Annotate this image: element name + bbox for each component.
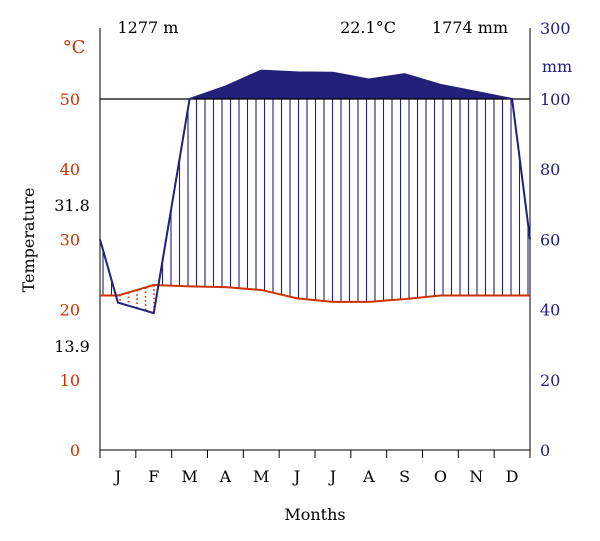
humid-period-hatching <box>102 99 529 302</box>
axis-ticks <box>99 450 531 458</box>
x-axis-title: Months <box>284 505 345 524</box>
elevation-label: 1277 m <box>118 18 179 37</box>
month-tick-label: O <box>434 467 447 486</box>
month-tick-label: F <box>148 467 159 486</box>
right-tick-label: 20 <box>540 371 560 390</box>
right-tick-label: 0 <box>540 441 550 460</box>
abs-max-temp-label: 31.8 <box>54 196 90 215</box>
month-tick-label: N <box>469 467 483 486</box>
mean-temperature-label: 22.1°C <box>340 18 396 37</box>
left-axis-tick-labels: 0 10 20 30 40 50 <box>60 90 80 460</box>
right-tick-label: 40 <box>540 301 560 320</box>
perhumid-period-fill <box>190 70 514 99</box>
left-tick-label: 40 <box>60 160 80 179</box>
month-tick-label: S <box>399 467 410 486</box>
month-tick-label: A <box>219 467 232 486</box>
right-tick-label: 60 <box>540 230 560 249</box>
left-tick-label: 0 <box>70 441 80 460</box>
month-tick-label: J <box>113 467 121 486</box>
month-tick-label: J <box>292 467 300 486</box>
month-tick-label: J <box>328 467 336 486</box>
left-axis-title: Temperature <box>19 188 38 293</box>
right-tick-label: 100 <box>540 90 571 109</box>
left-tick-label: 20 <box>60 301 80 320</box>
right-tick-label: 80 <box>540 160 560 179</box>
right-axis-unit: mm <box>542 57 572 76</box>
month-tick-label: M <box>253 467 269 486</box>
annual-precipitation-label: 1774 mm <box>432 18 508 37</box>
left-tick-label: 30 <box>60 230 80 249</box>
right-axis-tick-labels: 0 20 40 60 80 100 300 <box>540 19 571 460</box>
left-axis-unit: °C <box>63 37 86 58</box>
left-tick-label: 50 <box>60 90 80 109</box>
right-tick-label: 300 <box>540 19 571 38</box>
left-tick-label: 10 <box>60 371 80 390</box>
month-tick-label: M <box>181 467 197 486</box>
precipitation-series-line <box>99 69 531 315</box>
month-tick-label: D <box>506 467 519 486</box>
month-tick-label: A <box>362 467 375 486</box>
abs-min-temp-label: 13.9 <box>54 337 90 356</box>
temperature-series-line <box>100 284 530 303</box>
